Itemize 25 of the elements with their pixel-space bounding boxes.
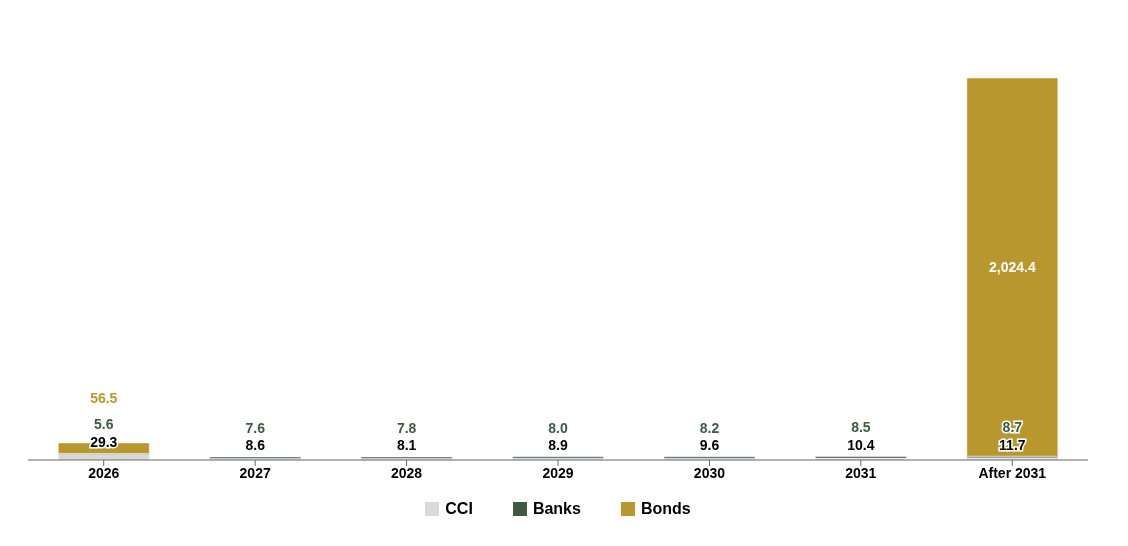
data-label: 7.6 bbox=[245, 419, 266, 436]
data-label: 2,024.4 bbox=[989, 259, 1036, 276]
data-label: 9.6 bbox=[699, 437, 720, 454]
x-tick-label: 2030 bbox=[693, 464, 726, 481]
data-label: 8.6 bbox=[245, 437, 266, 454]
x-tick-label: 2026 bbox=[88, 464, 120, 481]
legend-label: Banks bbox=[532, 500, 581, 518]
data-label: 8.7 bbox=[1002, 419, 1023, 436]
x-tick-label: 2029 bbox=[542, 464, 574, 481]
data-label: 10.4 bbox=[847, 437, 875, 454]
data-label: 8.2 bbox=[699, 419, 720, 436]
x-tick-label: 2028 bbox=[390, 464, 423, 481]
x-tick-label: 2031 bbox=[845, 464, 877, 481]
data-label: 56.5 bbox=[90, 389, 118, 406]
data-label: 8.9 bbox=[548, 437, 569, 454]
data-label: 8.5 bbox=[851, 419, 871, 436]
data-label: 5.6 bbox=[94, 416, 114, 433]
legend-label: CCI bbox=[445, 500, 473, 518]
x-tick-label: After 2031 bbox=[978, 464, 1047, 481]
data-label: 8.0 bbox=[548, 419, 569, 436]
data-label: 11.7 bbox=[999, 436, 1026, 453]
data-label: 8.1 bbox=[396, 437, 417, 454]
legend-label: Bonds bbox=[640, 500, 691, 518]
x-tick-label: 2027 bbox=[239, 464, 271, 481]
data-label: 7.8 bbox=[396, 420, 417, 437]
